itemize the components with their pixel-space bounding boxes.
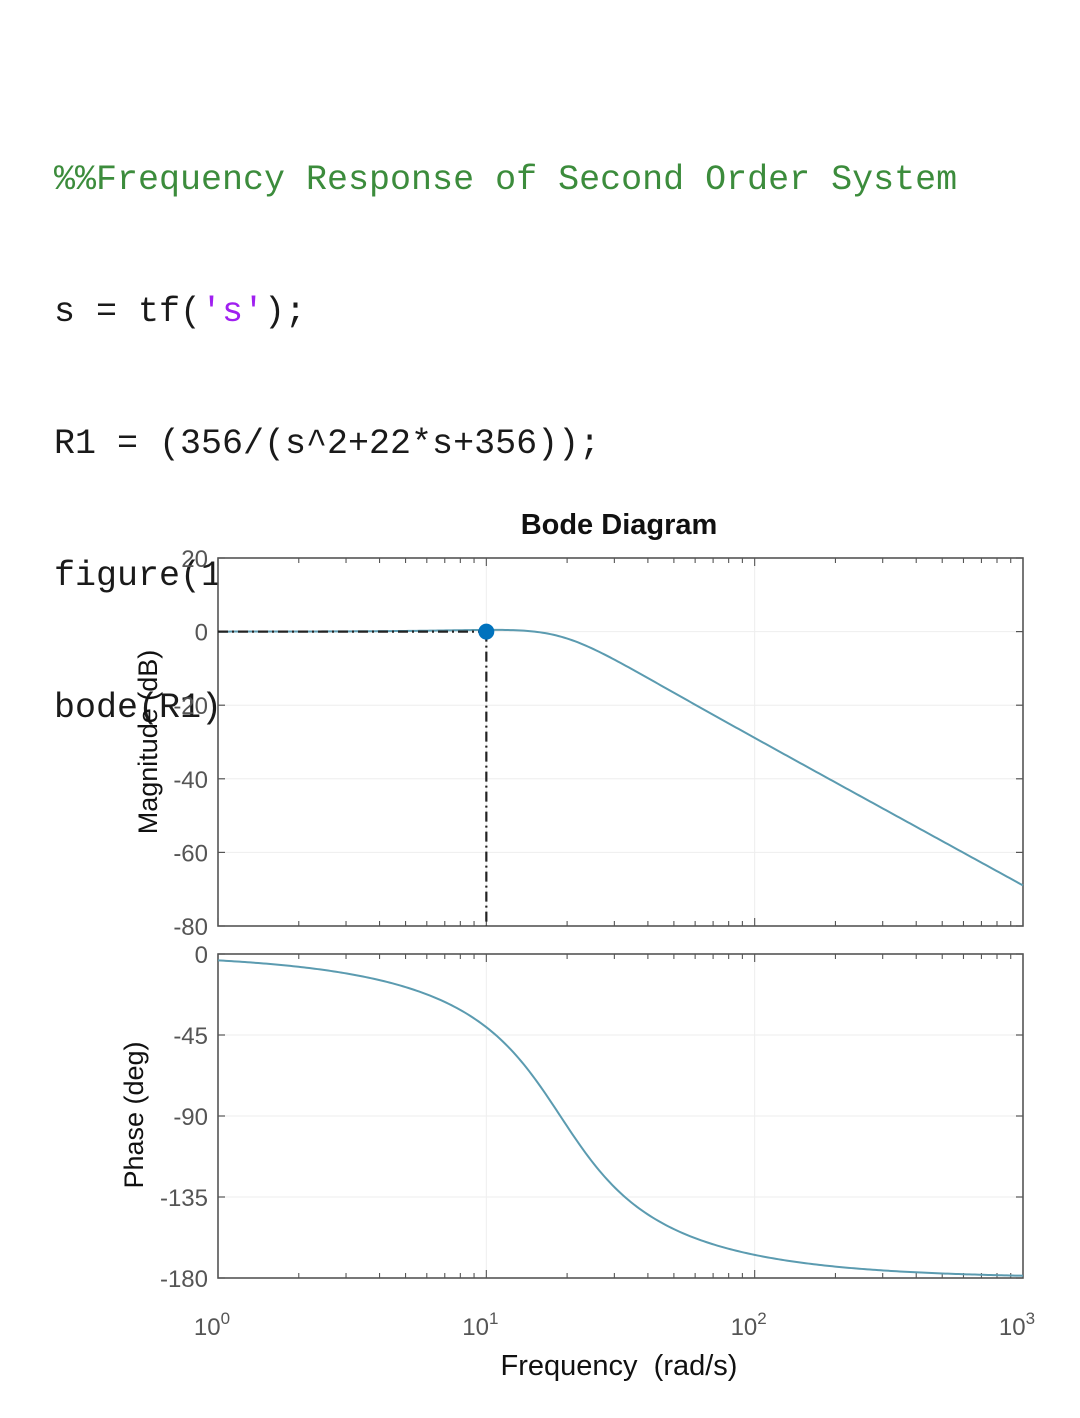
magnitude-y-tick-label: 0 <box>195 620 208 647</box>
data-marker <box>478 623 495 640</box>
magnitude-y-tick-label: 20 <box>181 546 208 573</box>
code-text: s = tf( <box>54 292 202 332</box>
code-string: 's' <box>201 292 265 332</box>
x-tick-label: 103 <box>999 1309 1035 1341</box>
phase-curve <box>217 959 1024 1277</box>
chart-title: Bode Diagram <box>521 509 718 541</box>
magnitude-y-tick-label: -40 <box>173 767 208 794</box>
code-line-r1: R1 = (356/(s^2+22*s+356)); <box>54 424 601 464</box>
phase-y-tick-label: -180 <box>160 1266 208 1293</box>
magnitude-axis-label: Magnitude (dB) <box>133 650 163 835</box>
x-tick-label: 100 <box>194 1309 230 1341</box>
x-axis-label: Frequency (rad/s) <box>501 1350 738 1382</box>
code-line-bode: bode(R1); <box>54 688 244 728</box>
code-text: ); <box>264 292 307 332</box>
x-tick-label: 101 <box>462 1309 498 1341</box>
phase-y-tick-label: -135 <box>160 1185 208 1212</box>
x-tick-label: 102 <box>731 1309 767 1341</box>
magnitude-y-tick-label: -20 <box>173 693 208 720</box>
phase-y-tick-label: -90 <box>173 1104 208 1131</box>
magnitude-axes-box <box>217 557 1024 927</box>
magnitude-plot-area <box>218 558 1023 926</box>
code-comment: %%Frequency Response of Second Order Sys… <box>54 160 958 200</box>
code-line-tf: s = tf('s'); <box>54 290 957 334</box>
phase-axis-label: Phase (deg) <box>119 1041 149 1188</box>
phase-y-tick-label: -45 <box>173 1023 208 1050</box>
magnitude-panel: 20 0 -20 -40 -60 -80 <box>173 546 1024 941</box>
magnitude-y-tick-label: -60 <box>173 840 208 867</box>
phase-y-tick-label: 0 <box>195 942 208 969</box>
phase-panel: 0 -45 -90 -135 -180 <box>160 942 1024 1293</box>
magnitude-y-tick-label: -80 <box>173 914 208 941</box>
